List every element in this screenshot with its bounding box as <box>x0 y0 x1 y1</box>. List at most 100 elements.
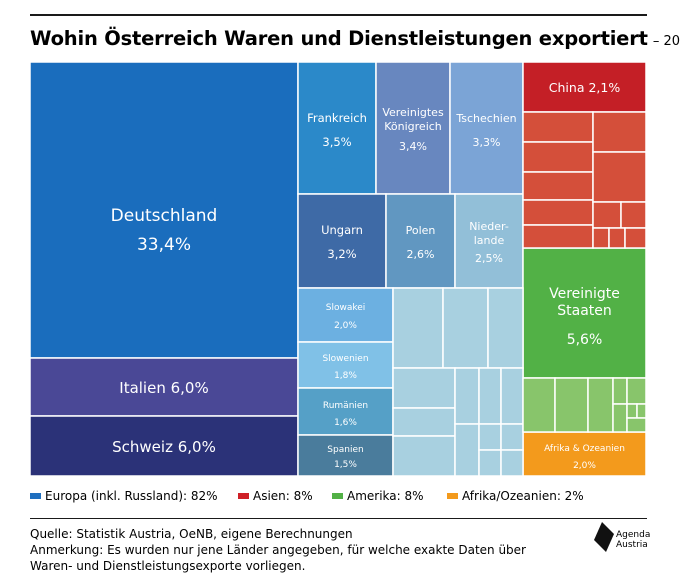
chart-title: Wohin Österreich Waren und Dienstleistun… <box>30 27 648 50</box>
remark-note-line-2: Waren- und Dienstleistungsexporte vorlie… <box>30 559 306 573</box>
tile-slowenien <box>297 341 394 389</box>
tile-other-9 <box>500 367 524 425</box>
chart-notes: Quelle: Statistik Austria, OeNB, eigene … <box>30 526 570 574</box>
tile-other-8 <box>478 367 502 425</box>
legend: Europa (inkl. Russland): 82% Asien: 8% A… <box>30 489 650 509</box>
legend-label-europa: Europa (inkl. Russland): 82% <box>45 489 218 503</box>
tile-other-5 <box>392 407 456 437</box>
legend-item-afrika: Afrika/Ozeanien: 2% <box>447 489 584 503</box>
logo-line-2: Austria <box>616 540 648 550</box>
tile-other-19 <box>522 224 594 249</box>
tile-other-31 <box>626 377 647 405</box>
tile-other-21 <box>592 151 647 203</box>
tile-other-25 <box>608 227 626 249</box>
tile-label-niederlande-1: Nieder- <box>469 220 509 233</box>
tile-other-27 <box>522 377 556 433</box>
tile-other-34 <box>636 403 647 419</box>
tile-other-14 <box>500 449 524 477</box>
tile-spanien <box>297 434 394 477</box>
tile-other-23 <box>620 201 647 229</box>
chart-subtitle: – 2016 <box>652 34 680 49</box>
tile-other-15 <box>522 111 594 143</box>
tile-other-26 <box>624 227 647 249</box>
tile-other-6 <box>392 435 456 477</box>
legend-label-asien: Asien: 8% <box>253 489 313 503</box>
tile-value-slowakei: 2,0% <box>334 321 357 331</box>
tile-value-niederlande: 2,5% <box>475 252 503 265</box>
legend-swatch-asien <box>238 492 249 499</box>
tile-label-afrika-ozeanien: Afrika & Ozeanien <box>544 444 625 454</box>
tile-other-22 <box>592 201 622 229</box>
tile-schweiz <box>29 415 299 477</box>
tile-value-afrika-ozeanien: 2,0% <box>573 461 596 471</box>
tile-polen <box>385 193 456 289</box>
tile-other-12 <box>478 449 502 477</box>
tile-label-schweiz: Schweiz 6,0% <box>112 438 216 456</box>
tile-value-slowenien: 1,8% <box>334 371 357 381</box>
tile-label-vereinigte-staaten-1: Vereinigte <box>549 286 620 302</box>
tile-label-slowakei: Slowakei <box>326 303 366 313</box>
tile-other-7 <box>454 367 480 425</box>
tile-other-35 <box>626 417 647 433</box>
tile-other-30 <box>612 377 628 405</box>
tile-rumänien <box>297 387 394 436</box>
tile-deutschland <box>29 61 299 359</box>
tile-other-13 <box>500 423 524 451</box>
source-note: Quelle: Statistik Austria, OeNB, eigene … <box>30 527 353 541</box>
legend-item-europa: Europa (inkl. Russland): 82% <box>30 489 218 503</box>
tile-italien <box>29 357 299 417</box>
tile-value-ungarn: 3,2% <box>327 247 356 261</box>
tile-other-24 <box>592 227 610 249</box>
bottom-rule <box>30 518 647 519</box>
tile-slowakei <box>297 287 394 343</box>
tile-other-18 <box>522 199 594 226</box>
tile-label-polen: Polen <box>406 224 436 237</box>
tile-label-spanien: Spanien <box>327 445 363 455</box>
tile-value-rumänien: 1,6% <box>334 418 357 428</box>
legend-label-afrika: Afrika/Ozeanien: 2% <box>462 489 584 503</box>
tile-value-tschechien: 3,3% <box>473 136 501 149</box>
tile-frankreich <box>297 61 377 195</box>
tile-label-ungarn: Ungarn <box>321 223 363 237</box>
tile-label-deutschland: Deutschland <box>111 206 218 226</box>
tile-value-polen: 2,6% <box>407 248 435 261</box>
tile-label-slowenien: Slowenien <box>322 354 368 364</box>
tile-label-italien: Italien 6,0% <box>119 379 208 397</box>
legend-swatch-afrika <box>447 492 458 499</box>
tile-other-11 <box>478 423 502 451</box>
tile-tschechien <box>449 61 524 195</box>
tile-other-1 <box>392 287 444 369</box>
tile-label-rumänien: Rumänien <box>323 401 368 411</box>
tile-value-vereinigte-staaten: 5,6% <box>567 332 603 348</box>
tile-other-32 <box>612 403 628 433</box>
tile-other-2 <box>442 287 489 369</box>
tile-other-10 <box>454 423 480 477</box>
tile-other-4 <box>392 367 456 409</box>
tile-other-20 <box>592 111 647 153</box>
tile-other-16 <box>522 141 594 173</box>
tile-other-3 <box>487 287 524 369</box>
tile-label-vereinigtes-königreich-2: Königreich <box>384 120 442 133</box>
tile-value-vereinigtes-königreich: 3,4% <box>399 140 427 153</box>
top-rule <box>30 14 647 16</box>
chart-title-block: Wohin Österreich Waren und Dienstleistun… <box>30 27 680 50</box>
tile-value-frankreich: 3,5% <box>322 135 351 149</box>
legend-item-asien: Asien: 8% <box>238 489 313 503</box>
tile-label-niederlande-2: lande <box>474 234 505 247</box>
tile-other-28 <box>554 377 589 433</box>
tile-label-tschechien: Tschechien <box>455 112 516 125</box>
tile-value-spanien: 1,5% <box>334 460 357 470</box>
tile-other-29 <box>587 377 614 433</box>
legend-swatch-europa <box>30 492 41 499</box>
tile-value-deutschland: 33,4% <box>137 235 191 255</box>
logo-line-1: Agenda <box>616 530 651 540</box>
legend-swatch-amerika <box>332 492 343 499</box>
tile-label-vereinigte-staaten-2: Staaten <box>557 303 612 319</box>
tile-vereinigtes-königreich <box>375 61 451 195</box>
tile-china <box>522 61 647 113</box>
tile-niederlande <box>454 193 524 289</box>
remark-note-line-1: Anmerkung: Es wurden nur jene Länder ang… <box>30 543 526 557</box>
logo-mark-icon <box>594 522 614 552</box>
legend-label-amerika: Amerika: 8% <box>347 489 424 503</box>
